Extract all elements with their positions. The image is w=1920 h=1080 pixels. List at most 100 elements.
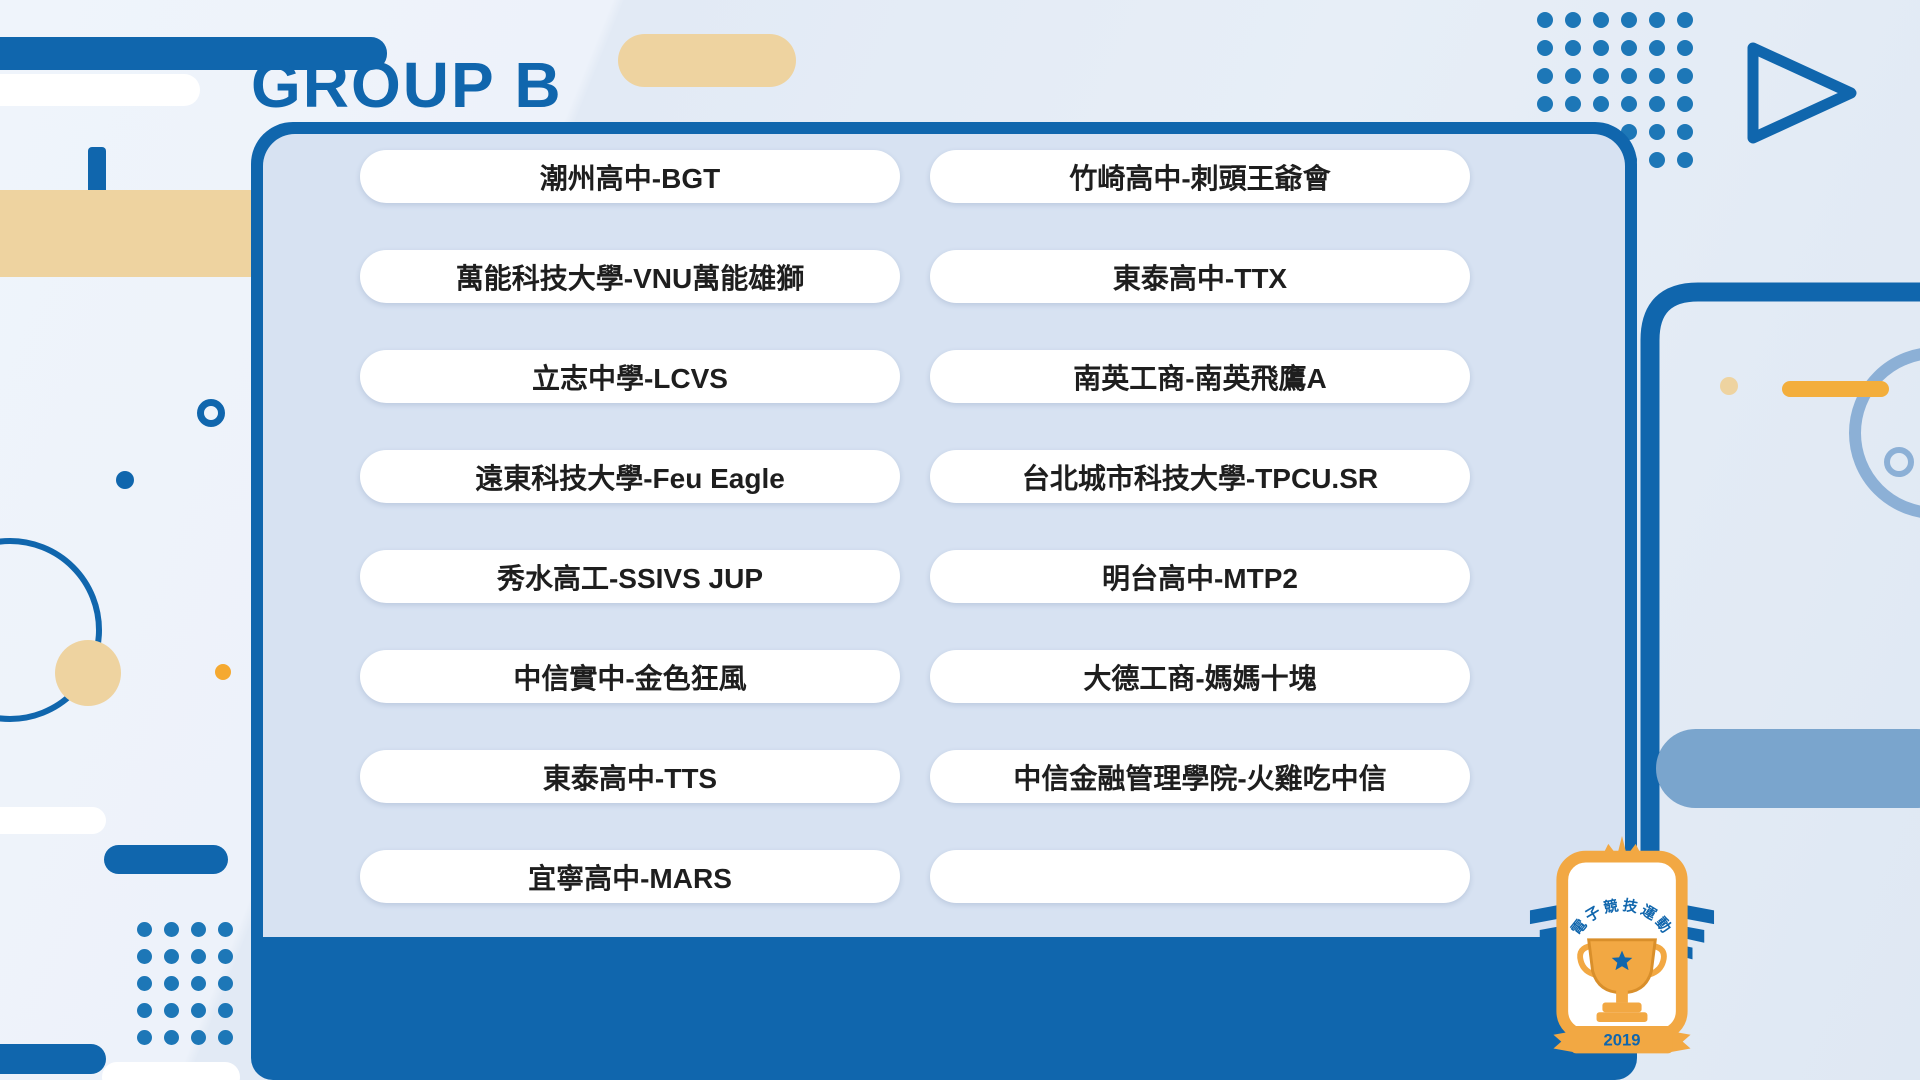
team-pill — [930, 850, 1470, 903]
dot — [164, 976, 179, 991]
panel-footer — [251, 937, 1637, 1080]
dot — [218, 922, 233, 937]
dot — [1565, 40, 1581, 56]
dot — [1621, 96, 1637, 112]
triangle-icon — [1747, 42, 1857, 144]
dot — [164, 922, 179, 937]
team-pill: 中信金融管理學院-火雞吃中信 — [930, 750, 1470, 803]
team-name: 東泰高中-TTS — [542, 762, 718, 794]
dot — [164, 949, 179, 964]
dot — [137, 1003, 152, 1018]
deco-bar-top-left-white — [0, 74, 200, 106]
team-pill: 南英工商-南英飛鷹A — [930, 350, 1470, 403]
team-name: 中信實中-金色狂風 — [513, 662, 747, 694]
team-name: 大德工商-媽媽十塊 — [1083, 662, 1317, 694]
esports-logo: 電子競技運動 2019 — [1529, 836, 1715, 1070]
dot — [1677, 152, 1693, 168]
dot — [1593, 40, 1609, 56]
deco-blue-bar-left — [104, 845, 228, 874]
team-pill: 竹崎高中-刺頭王爺會 — [930, 150, 1470, 203]
dot — [1537, 12, 1553, 28]
deco-tan-rect — [0, 190, 251, 277]
dot — [1565, 96, 1581, 112]
dot — [137, 1030, 152, 1045]
dot — [137, 976, 152, 991]
team-pill: 秀水高工-SSIVS JUP — [360, 550, 900, 603]
team-pill: 遠東科技大學-Feu Eagle — [360, 450, 900, 503]
dot — [191, 976, 206, 991]
dot — [218, 949, 233, 964]
star-icon — [1611, 950, 1633, 971]
team-pill: 台北城市科技大學-TPCU.SR — [930, 450, 1470, 503]
dot — [1537, 40, 1553, 56]
dot — [1677, 96, 1693, 112]
dot-blue-left — [116, 471, 134, 489]
dot — [1537, 96, 1553, 112]
logo-year: 2019 — [1604, 1031, 1641, 1050]
tan-dot-right — [1720, 377, 1738, 395]
dot — [1677, 40, 1693, 56]
dot — [164, 1030, 179, 1045]
ring-small-right — [1884, 447, 1914, 477]
dot — [1621, 68, 1637, 84]
dot — [1677, 12, 1693, 28]
team-name: 立志中學-LCVS — [531, 362, 728, 394]
dot — [1593, 12, 1609, 28]
ring-small-left — [197, 399, 225, 427]
dot — [137, 949, 152, 964]
team-name: 秀水高工-SSIVS JUP — [496, 562, 764, 594]
dot — [164, 1003, 179, 1018]
page-title: GROUP B — [251, 49, 563, 121]
dot — [191, 1030, 206, 1045]
team-name: 遠東科技大學-Feu Eagle — [475, 462, 785, 494]
deco-white-bar-left — [0, 807, 106, 834]
team-name: 台北城市科技大學-TPCU.SR — [1021, 462, 1379, 494]
dot — [1649, 152, 1665, 168]
dot — [1565, 68, 1581, 84]
dot — [1677, 68, 1693, 84]
team-pill: 立志中學-LCVS — [360, 350, 900, 403]
dot — [1593, 68, 1609, 84]
dot — [1649, 68, 1665, 84]
dot — [1537, 68, 1553, 84]
dot — [191, 949, 206, 964]
dot — [1649, 124, 1665, 140]
team-pill: 中信實中-金色狂風 — [360, 650, 900, 703]
dot — [191, 1003, 206, 1018]
team-pill: 萬能科技大學-VNU萬能雄獅 — [360, 250, 900, 303]
deco-blue-bar-bottom-left — [0, 1044, 106, 1074]
dot — [1565, 12, 1581, 28]
deco-right-frame — [1640, 282, 1920, 932]
team-name: 萬能科技大學-VNU萬能雄獅 — [455, 262, 805, 294]
team-pill: 大德工商-媽媽十塊 — [930, 650, 1470, 703]
dot — [191, 922, 206, 937]
team-pill: 宜寧高中-MARS — [360, 850, 900, 903]
deco-orange-bar-right — [1782, 381, 1889, 397]
dot — [1677, 124, 1693, 140]
team-name: 南英工商-南英飛鷹A — [1073, 362, 1327, 394]
tan-circle-left — [55, 640, 121, 706]
orange-dot-left — [215, 664, 231, 680]
team-name: 宜寧高中-MARS — [528, 862, 732, 894]
team-pill: 潮州高中-BGT — [360, 150, 900, 203]
ribbon-2019: 2019 — [1553, 1025, 1691, 1054]
dot — [137, 922, 152, 937]
dot — [218, 976, 233, 991]
dots-grid-bottom-left — [137, 922, 233, 1045]
dot — [1649, 40, 1665, 56]
deco-bar-top-left — [0, 37, 387, 70]
team-column-left: 潮州高中-BGT 萬能科技大學-VNU萬能雄獅 立志中學-LCVS 遠東科技大學-Fe… — [360, 150, 900, 903]
team-name: 東泰高中-TTX — [1112, 262, 1288, 294]
deco-white-bar-bottom-left — [102, 1062, 240, 1080]
deco-tan-bar — [618, 34, 796, 87]
team-pill: 東泰高中-TTX — [930, 250, 1470, 303]
dot — [1621, 12, 1637, 28]
dot — [1593, 96, 1609, 112]
team-column-right: 竹崎高中-刺頭王爺會 東泰高中-TTX 南英工商-南英飛鷹A 台北城市科技大學-TPC… — [930, 150, 1470, 903]
deco-steel-bar-right — [1656, 729, 1920, 808]
team-name: 中信金融管理學院-火雞吃中信 — [1013, 762, 1387, 794]
team-pill: 明台高中-MTP2 — [930, 550, 1470, 603]
team-name: 竹崎高中-刺頭王爺會 — [1069, 162, 1331, 194]
dot — [1649, 96, 1665, 112]
